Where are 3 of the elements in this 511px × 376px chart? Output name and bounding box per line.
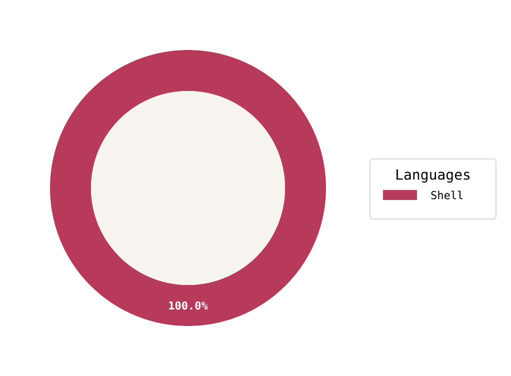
data-label: 100.0%: [169, 301, 208, 310]
legend-label: Shell: [431, 190, 463, 200]
legend-title: Languages: [396, 169, 470, 183]
